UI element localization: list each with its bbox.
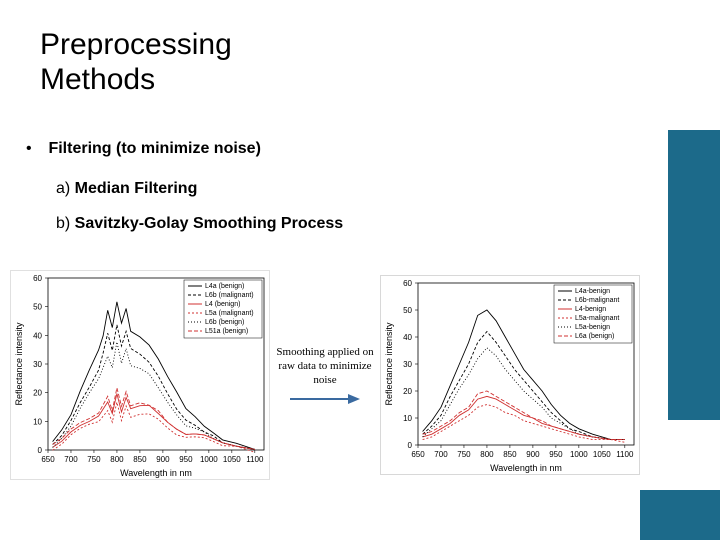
- svg-text:50: 50: [33, 303, 42, 312]
- svg-text:40: 40: [33, 331, 42, 340]
- arrow-head: [348, 394, 360, 404]
- svg-text:850: 850: [503, 450, 517, 459]
- title-line1: Preprocessing: [40, 28, 232, 61]
- svg-text:1100: 1100: [246, 455, 264, 464]
- mid-caption: Smoothing applied on raw data to minimiz…: [270, 346, 380, 403]
- svg-text:900: 900: [526, 450, 540, 459]
- svg-text:Wavelength in nm: Wavelength in nm: [120, 468, 192, 478]
- svg-text:L4a (benign): L4a (benign): [205, 283, 244, 290]
- svg-text:20: 20: [403, 387, 412, 396]
- svg-text:L6b-malignant: L6b-malignant: [575, 297, 619, 304]
- svg-text:750: 750: [87, 455, 101, 464]
- title-line2: Methods: [40, 63, 155, 96]
- svg-text:L5a-benign: L5a-benign: [575, 324, 610, 331]
- svg-text:50: 50: [403, 306, 412, 315]
- svg-text:1000: 1000: [200, 455, 218, 464]
- svg-text:Reflectance intensity: Reflectance intensity: [384, 322, 394, 406]
- svg-text:950: 950: [549, 450, 563, 459]
- svg-text:20: 20: [33, 389, 42, 398]
- charts-row: 6507007508008509009501000105011000102030…: [10, 260, 670, 490]
- svg-text:750: 750: [457, 450, 471, 459]
- svg-text:0: 0: [38, 446, 43, 455]
- svg-text:0: 0: [408, 441, 413, 450]
- sub-a-text: Median Filtering: [75, 180, 198, 197]
- left-chart: 650 700 750 800 850 900 950 1000 1050 1100 0 10 20 30…: [10, 270, 270, 480]
- sub-b-text: Savitzky-Golay Smoothing Process: [75, 215, 344, 232]
- bullet-filtering: • Filtering (to minimize noise): [26, 140, 261, 158]
- svg-text:60: 60: [33, 274, 42, 283]
- svg-text:L4-benign: L4-benign: [575, 306, 606, 313]
- svg-text:L4a-benign: L4a-benign: [575, 288, 610, 295]
- svg-text:1100: 1100: [616, 450, 634, 459]
- arrow-icon: [290, 394, 360, 404]
- svg-text:850: 850: [133, 455, 147, 464]
- svg-text:L5a-malignant: L5a-malignant: [575, 315, 619, 322]
- accent-bottom-block: [640, 490, 720, 540]
- svg-text:650: 650: [411, 450, 425, 459]
- svg-text:30: 30: [403, 360, 412, 369]
- bullet-dot: •: [26, 140, 44, 158]
- svg-text:1050: 1050: [593, 450, 611, 459]
- svg-text:900: 900: [156, 455, 170, 464]
- right-chart: 650 700 750 800 850 900 950 1000 1050 1100 0 10 20 30…: [380, 275, 640, 475]
- svg-text:10: 10: [403, 414, 412, 423]
- svg-text:L51a (benign): L51a (benign): [205, 328, 248, 335]
- sub-item-a: a) Median Filtering: [56, 180, 197, 198]
- svg-text:L6b (benign): L6b (benign): [205, 319, 244, 326]
- svg-text:1050: 1050: [223, 455, 241, 464]
- svg-text:L4 (benign): L4 (benign): [205, 301, 240, 308]
- svg-text:30: 30: [33, 360, 42, 369]
- svg-text:Reflectance intensity: Reflectance intensity: [14, 322, 24, 406]
- svg-text:1000: 1000: [570, 450, 588, 459]
- accent-dark-block: [668, 130, 720, 420]
- svg-text:Wavelength in nm: Wavelength in nm: [490, 463, 562, 473]
- svg-text:950: 950: [179, 455, 193, 464]
- sub-item-b: b) Savitzky-Golay Smoothing Process: [56, 215, 343, 233]
- svg-text:700: 700: [434, 450, 448, 459]
- bullet-text: Filtering (to minimize noise): [48, 140, 260, 157]
- svg-text:800: 800: [110, 455, 124, 464]
- svg-text:L5a (malignant): L5a (malignant): [205, 310, 254, 317]
- svg-text:650: 650: [41, 455, 55, 464]
- svg-text:L6b (malignant): L6b (malignant): [205, 292, 254, 299]
- svg-text:40: 40: [403, 333, 412, 342]
- svg-text:700: 700: [64, 455, 78, 464]
- page-title: Preprocessing Methods: [40, 28, 232, 97]
- svg-text:800: 800: [480, 450, 494, 459]
- svg-text:10: 10: [33, 417, 42, 426]
- caption-text: Smoothing applied on raw data to minimiz…: [276, 346, 373, 386]
- sub-b-prefix: b): [56, 215, 75, 232]
- svg-text:60: 60: [403, 279, 412, 288]
- sub-a-prefix: a): [56, 180, 75, 197]
- arrow-line: [290, 398, 348, 400]
- svg-text:L6a (benign): L6a (benign): [575, 333, 614, 340]
